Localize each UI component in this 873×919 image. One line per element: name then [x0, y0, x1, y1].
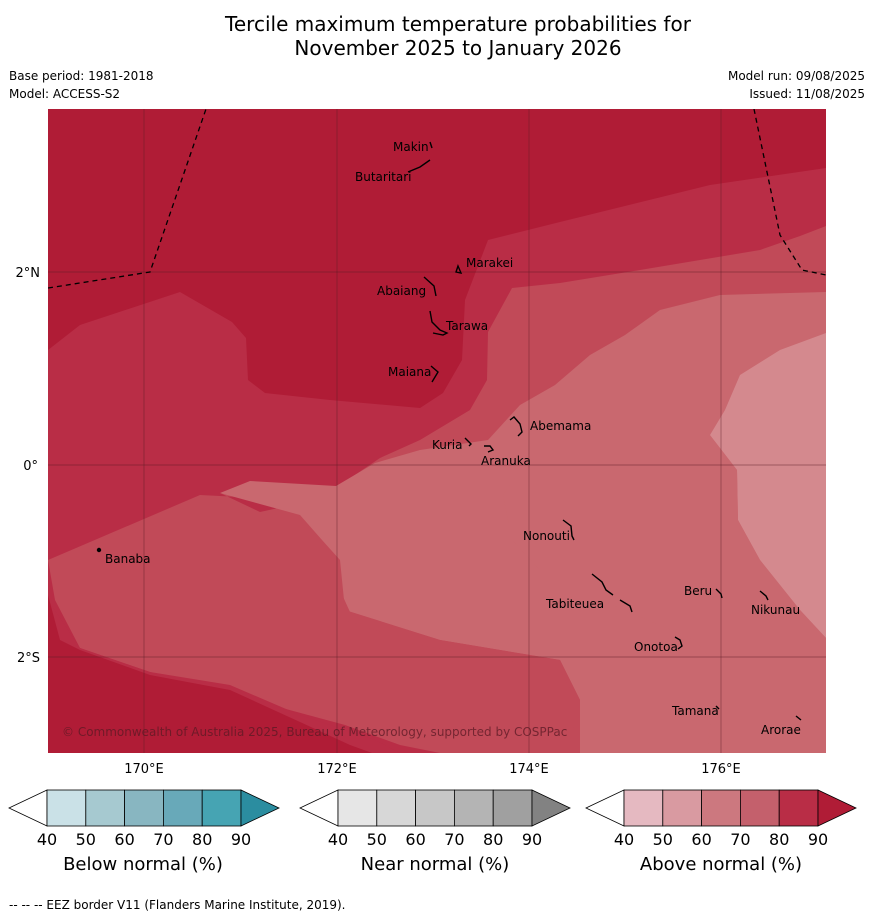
colorbar-segment — [623, 789, 664, 827]
lon-label-170e: 170°E — [124, 762, 164, 777]
island-label-banaba: Banaba — [105, 552, 151, 566]
graticule — [48, 109, 826, 753]
title-line-1: Tercile maximum temperature probabilitie… — [225, 12, 691, 36]
colorbar-extension-high — [240, 789, 280, 827]
colorbar-segment — [701, 789, 741, 827]
colorbar-tick-label: 50 — [367, 830, 387, 849]
island-label-nonouti: Nonouti — [523, 529, 570, 543]
colorbar-segment — [337, 789, 378, 827]
colorbar-tick-label: 80 — [192, 830, 212, 849]
colorbar-segment — [415, 789, 455, 827]
island-label-butaritari: Butaritari — [355, 170, 412, 184]
colorbar-extension-high — [817, 789, 857, 827]
colorbar-tick-label: 90 — [522, 830, 542, 849]
lon-labels: 170°E 172°E 174°E 176°E — [124, 762, 741, 777]
colorbar-segment — [492, 789, 533, 827]
colorbar-near-label: Near normal (%) — [360, 854, 510, 875]
island-label-tabiteuea: Tabiteuea — [545, 597, 604, 611]
colorbar-tick-label: 40 — [328, 830, 348, 849]
lon-label-172e: 172°E — [317, 762, 357, 777]
colorbar-segment — [162, 789, 203, 827]
colorbar-below: 40 50 60 70 80 90 — [8, 789, 280, 849]
island-label-nikunau: Nikunau — [751, 603, 800, 617]
colorbar-tick-label: 40 — [37, 830, 57, 849]
lat-label-2s: 2°S — [17, 651, 40, 666]
map-title: Tercile maximum temperature probabilitie… — [0, 12, 873, 60]
lon-label-174e: 174°E — [509, 762, 549, 777]
colorbar-tick-label: 80 — [483, 830, 503, 849]
island-labels: Makin Butaritari Marakei Abaiang Tarawa … — [105, 140, 801, 737]
colorbar-tick-label: 90 — [231, 830, 251, 849]
model-name: Model: ACCESS-S2 — [9, 87, 121, 101]
colorbar-segment — [376, 789, 416, 827]
colorbar-segment — [124, 789, 164, 827]
lat-label-2n: 2°N — [16, 266, 41, 281]
colorbar-extension-low — [585, 789, 625, 827]
colorbar-tick-label: 70 — [730, 830, 750, 849]
above-70-lower — [340, 590, 580, 753]
island-label-marakei: Marakei — [466, 256, 513, 270]
colorbar-segment — [453, 789, 494, 827]
issued-date: Issued: 11/08/2025 — [749, 87, 865, 101]
island-outlines — [96, 141, 802, 721]
colorbar-segment — [201, 789, 242, 827]
above-50-region — [710, 333, 826, 638]
colorbar-extension-high — [531, 789, 571, 827]
island-label-onotoa: Onotoa — [634, 640, 678, 654]
colorbar-tick-label: 80 — [769, 830, 789, 849]
island-label-makin: Makin — [393, 140, 429, 154]
colorbar-above: 40 50 60 70 80 90 — [585, 789, 857, 849]
colorbar-segment — [662, 789, 702, 827]
colorbar-tick-label: 70 — [153, 830, 173, 849]
lon-label-176e: 176°E — [701, 762, 741, 777]
meta-left: Base period: 1981-2018 Model: ACCESS-S2 — [9, 67, 154, 103]
meta-right: Model run: 09/08/2025 Issued: 11/08/2025 — [728, 67, 865, 103]
probability-field: Makin Butaritari Marakei Abaiang Tarawa … — [48, 109, 826, 753]
colorbar-segment — [46, 789, 87, 827]
colorbar-above-label: Above normal (%) — [639, 854, 803, 875]
island-label-tarawa: Tarawa — [445, 319, 488, 333]
eez-border — [48, 109, 826, 289]
colorbar-tick-label: 60 — [114, 830, 134, 849]
colorbar-extension-low — [299, 789, 339, 827]
colorbar-tick-label: 40 — [614, 830, 634, 849]
island-label-abemama: Abemama — [530, 419, 591, 433]
colorbar-segment — [85, 789, 126, 827]
colorbar-near: 40 50 60 70 80 90 — [299, 789, 571, 849]
base-period: Base period: 1981-2018 — [9, 69, 154, 83]
lat-labels: 2°N 0° 2°S — [16, 266, 41, 666]
copyright-text: © Commonwealth of Australia 2025, Bureau… — [62, 725, 567, 739]
colorbar-segment — [778, 789, 819, 827]
colorbar-below-label: Below normal (%) — [63, 854, 223, 875]
island-label-kuria: Kuria — [432, 438, 463, 452]
island-label-abaiang: Abaiang — [377, 284, 426, 298]
model-run: Model run: 09/08/2025 — [727, 69, 865, 83]
island-label-tamana: Tamana — [671, 704, 719, 718]
island-label-beru: Beru — [684, 584, 712, 598]
colorbar-segment — [740, 789, 780, 827]
colorbar-tick-label: 90 — [808, 830, 828, 849]
colorbar-extension-low — [8, 789, 48, 827]
colorbar-tick-label: 60 — [405, 830, 425, 849]
colorbar-tick-label: 50 — [76, 830, 96, 849]
island-label-arorae: Arorae — [761, 723, 801, 737]
island-label-maiana: Maiana — [388, 365, 431, 379]
colorbar-tick-label: 60 — [691, 830, 711, 849]
colorbar-tick-label: 50 — [653, 830, 673, 849]
above-90-lower — [48, 595, 372, 753]
footnote: -- -- -- EEZ border V11 (Flanders Marine… — [9, 898, 346, 912]
colorbar-tick-label: 70 — [444, 830, 464, 849]
above-60-inner — [503, 428, 826, 753]
island-label-aranuka: Aranuka — [481, 454, 531, 468]
title-line-2: November 2025 to January 2026 — [294, 36, 622, 60]
lat-label-0: 0° — [23, 459, 38, 474]
